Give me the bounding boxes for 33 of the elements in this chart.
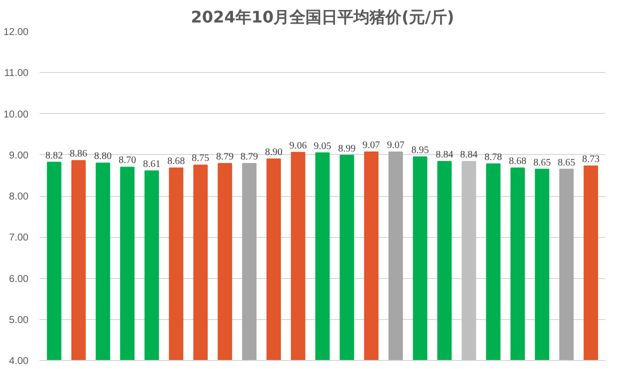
data-label: 8.68 xyxy=(167,156,185,168)
data-label: 8.90 xyxy=(264,146,282,158)
y-tick-label: 11.00 xyxy=(4,68,29,80)
data-label: 8.79 xyxy=(216,152,234,163)
data-label: 8.84 xyxy=(436,149,454,160)
data-label: 8.68 xyxy=(508,156,526,168)
y-tick-label: 8.00 xyxy=(9,192,29,202)
data-label: 9.07 xyxy=(362,140,380,151)
data-label: 8.95 xyxy=(411,144,429,156)
y-tick-label: 7.00 xyxy=(9,232,29,244)
data-label: 8.65 xyxy=(533,157,551,168)
data-label: 8.99 xyxy=(338,143,356,154)
y-tick-label: 12.00 xyxy=(3,27,29,38)
data-label: 8.75 xyxy=(192,153,210,164)
data-label: 8.86 xyxy=(70,148,88,160)
data-label: 8.78 xyxy=(484,152,502,163)
y-tick-label: 6.00 xyxy=(9,274,29,285)
y-tick-label: 5.00 xyxy=(9,314,29,326)
data-label: 8.73 xyxy=(582,154,600,165)
data-label: 8.80 xyxy=(94,151,112,162)
data-label: 9.05 xyxy=(314,140,332,152)
data-label: 8.61 xyxy=(142,158,160,170)
y-tick-label: 10.00 xyxy=(3,109,29,120)
data-label: 8.79 xyxy=(240,152,258,163)
data-label: 8.65 xyxy=(558,157,576,168)
data-label: 8.70 xyxy=(118,155,136,166)
y-tick-label: 4.00 xyxy=(9,356,29,367)
data-label: 8.84 xyxy=(460,149,478,160)
data-label: 9.06 xyxy=(289,140,307,152)
data-label: 9.07 xyxy=(386,140,404,151)
chart-title: 2024年10月全国日平均猪价(元/斤) xyxy=(190,8,454,26)
y-tick-label: 9.00 xyxy=(9,150,29,162)
data-label: 8.82 xyxy=(45,150,63,162)
